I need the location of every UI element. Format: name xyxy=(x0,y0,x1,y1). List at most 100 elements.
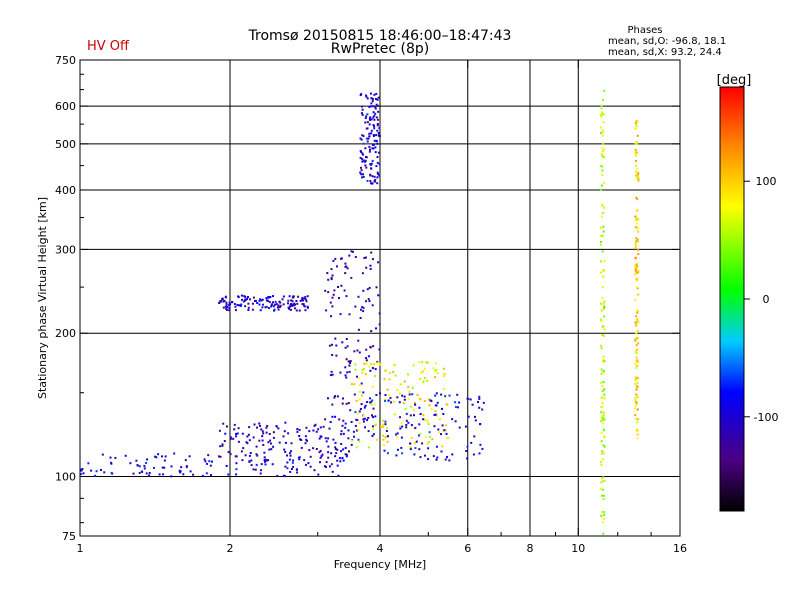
echo-point xyxy=(601,402,604,405)
echo-point xyxy=(349,362,352,364)
echo-point xyxy=(637,218,640,221)
echo-point xyxy=(240,303,243,306)
echo-point xyxy=(602,275,605,278)
echo-point xyxy=(349,360,352,363)
echo-point xyxy=(443,429,446,432)
echo-point xyxy=(378,312,381,315)
echo-point xyxy=(478,406,481,409)
echo-point xyxy=(377,132,380,134)
echo-point xyxy=(371,182,373,185)
echo-point xyxy=(602,358,605,361)
echo-point xyxy=(298,435,301,437)
echo-point xyxy=(636,408,639,411)
echo-point xyxy=(600,373,603,376)
echo-point xyxy=(634,399,637,402)
echo-point xyxy=(602,488,604,491)
echo-point xyxy=(221,443,224,446)
echo-point xyxy=(343,289,346,292)
echo-point xyxy=(362,414,365,417)
echo-point xyxy=(369,264,372,267)
echo-point xyxy=(170,475,173,478)
y-tick-label: 500 xyxy=(55,138,76,151)
echo-point xyxy=(231,301,233,304)
echo-point xyxy=(344,453,347,456)
echo-point xyxy=(371,258,374,261)
echo-point xyxy=(206,462,208,465)
echo-point xyxy=(600,440,603,443)
echo-point xyxy=(282,295,285,298)
echo-point xyxy=(426,379,429,382)
echo-point xyxy=(634,321,637,324)
echo-point xyxy=(319,449,322,452)
echo-point xyxy=(601,234,604,237)
echo-point xyxy=(306,295,309,298)
echo-point xyxy=(288,452,291,455)
echo-point xyxy=(368,145,371,148)
echo-point xyxy=(636,317,639,320)
echo-point xyxy=(344,374,347,377)
echo-point xyxy=(330,370,333,373)
echo-point xyxy=(109,456,112,459)
echo-point xyxy=(408,393,411,396)
echo-point xyxy=(247,309,250,311)
echo-point xyxy=(132,472,135,475)
echo-point xyxy=(326,272,329,274)
echo-point xyxy=(399,383,402,386)
echo-point xyxy=(203,458,206,461)
echo-point xyxy=(637,175,640,178)
echo-point xyxy=(356,375,358,378)
echo-point xyxy=(600,107,603,110)
echo-point xyxy=(295,309,298,312)
echo-point xyxy=(635,264,638,267)
echo-point xyxy=(603,388,606,391)
echo-point xyxy=(359,94,362,97)
echo-point xyxy=(371,159,374,162)
echo-point xyxy=(479,443,482,446)
echo-point xyxy=(635,217,638,220)
echo-point xyxy=(303,297,306,300)
echo-point xyxy=(600,104,603,107)
echo-point xyxy=(325,466,327,468)
echo-point xyxy=(184,459,187,462)
echo-point xyxy=(411,386,414,389)
echo-point xyxy=(339,313,342,316)
echo-point xyxy=(384,400,386,402)
echo-point xyxy=(365,362,368,365)
echo-point xyxy=(360,150,363,153)
echo-point xyxy=(447,436,450,439)
echo-point xyxy=(368,135,371,138)
y-tick-label: 400 xyxy=(55,184,76,197)
echo-point xyxy=(600,368,603,371)
echo-point xyxy=(601,169,604,172)
echo-point xyxy=(469,398,472,401)
echo-point xyxy=(365,166,368,169)
echo-point xyxy=(403,398,406,401)
echo-point xyxy=(219,445,222,448)
echo-point xyxy=(219,300,222,302)
echo-point xyxy=(393,413,396,416)
echo-point xyxy=(317,473,320,476)
echo-point xyxy=(478,397,481,400)
echo-point xyxy=(634,257,637,260)
echo-point xyxy=(436,414,439,417)
echo-point xyxy=(432,455,435,458)
echo-point xyxy=(369,397,371,400)
echo-point xyxy=(254,299,257,302)
echo-point xyxy=(601,511,604,513)
echo-point xyxy=(244,305,247,308)
echo-point xyxy=(635,170,637,173)
echo-point xyxy=(230,437,233,440)
echo-point xyxy=(287,432,290,435)
echo-point xyxy=(396,432,399,435)
echo-point xyxy=(373,143,376,146)
echo-point xyxy=(602,98,604,101)
echo-point xyxy=(372,345,375,348)
echo-point xyxy=(170,465,173,468)
echo-point xyxy=(443,388,446,391)
colorbar-tick-label: -100 xyxy=(754,411,779,424)
echo-point xyxy=(601,250,604,253)
echo-point xyxy=(347,360,350,363)
echo-point xyxy=(376,118,379,121)
echo-point xyxy=(471,403,474,406)
echo-point xyxy=(320,455,323,458)
